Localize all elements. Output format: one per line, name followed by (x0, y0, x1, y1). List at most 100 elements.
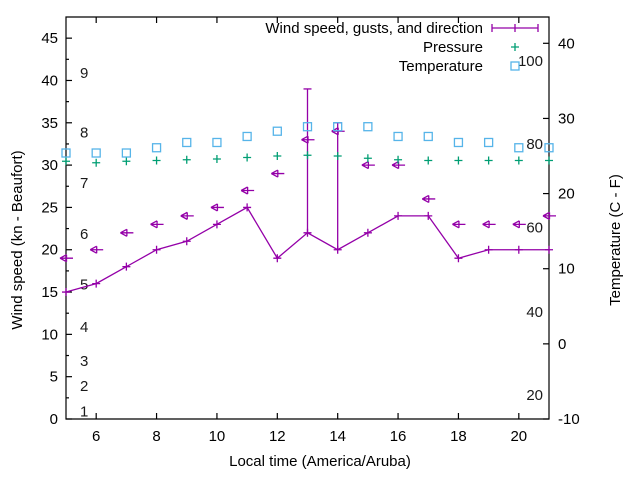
pressure-marker (122, 157, 131, 166)
temperature-marker (333, 122, 343, 132)
y-axis-title: Wind speed (kn - Beaufort) (9, 150, 26, 329)
wind-direction-arrow (89, 245, 104, 254)
temperature-marker (91, 148, 101, 158)
pressure-marker (545, 156, 553, 165)
temperature-marker (393, 131, 403, 142)
pressure-marker (424, 156, 433, 165)
wind-speed-marker (363, 228, 372, 237)
y2-tick-label: 30 (558, 110, 575, 127)
x-axis-title: Local time (America/Aruba) (229, 453, 411, 470)
pressure-marker (394, 155, 403, 164)
temperature-marker (423, 131, 433, 142)
legend-label-temperature: Temperature (399, 58, 483, 75)
y2-tick-label: -10 (558, 411, 580, 428)
y2-tick-label: 10 (558, 261, 575, 278)
y-tick-label: 40 (41, 72, 58, 89)
wind-speed-marker (243, 203, 252, 212)
wind-direction-arrow (301, 135, 315, 144)
temperature-marker (212, 137, 222, 148)
pressure-marker (333, 152, 342, 161)
wind-speed-marker (212, 220, 221, 229)
pressure-marker (514, 156, 523, 165)
wind-direction-arrow (59, 254, 73, 263)
fahrenheit-label: 60 (526, 220, 543, 237)
pressure-marker (243, 153, 252, 162)
fahrenheit-label: 40 (526, 304, 543, 321)
wind-direction-arrow (512, 220, 526, 229)
y2-tick-label: 20 (558, 186, 575, 203)
y-tick-label: 10 (41, 326, 58, 343)
beaufort-label: 6 (80, 226, 88, 243)
temperature-marker (302, 122, 313, 132)
y-tick-label: 25 (41, 199, 58, 216)
pressure-marker (62, 157, 70, 166)
temperature-marker (514, 143, 524, 153)
fahrenheit-scale-labels: 20 40 60 80 100 (518, 53, 543, 404)
x-tick-label: 14 (329, 428, 346, 445)
beaufort-label: 7 (80, 175, 88, 192)
x-tick-label: 16 (390, 428, 407, 445)
beaufort-scale-labels: 1 2 3 4 5 6 7 8 9 (80, 65, 88, 421)
temperature-marker (453, 137, 464, 148)
legend-label-pressure: Pressure (423, 39, 483, 56)
wind-direction-arrow (391, 161, 406, 170)
wind-speed-marker (514, 245, 523, 254)
wind-speed-marker (273, 254, 282, 263)
wind-speed-marker (152, 245, 161, 254)
wind-direction-arrow (120, 228, 134, 237)
wind-direction-arrow (180, 211, 194, 220)
wind-speed-marker (454, 254, 463, 263)
beaufort-label: 5 (80, 277, 88, 294)
temperature-marker (544, 143, 554, 153)
wind-direction-arrow (210, 203, 224, 212)
wind-direction-arrow (542, 211, 556, 220)
wind-direction-arrow (150, 220, 164, 229)
y-tick-label: 45 (41, 30, 58, 47)
x-tick-label: 6 (92, 428, 100, 445)
temperature-marker (121, 148, 132, 158)
pressure-marker (273, 152, 282, 161)
wind-speed-marker (545, 245, 553, 254)
x-tick-label: 18 (450, 428, 467, 445)
y-tick-label: 5 (50, 369, 58, 386)
wind-direction-arrow (421, 194, 436, 204)
beaufort-label: 1 (80, 404, 88, 421)
y-tick-label: 20 (41, 242, 58, 259)
y-tick-label: 15 (41, 284, 58, 301)
x-tick-label: 10 (209, 428, 226, 445)
temperature-marker (242, 131, 252, 142)
fahrenheit-label: 100 (518, 53, 543, 70)
y2-axis-ticks: -10 0 10 20 30 40 (543, 35, 580, 428)
beaufort-label: 9 (80, 65, 88, 82)
wind-speed-series (62, 203, 553, 297)
pressure-marker (363, 154, 372, 163)
wind-speed-marker (394, 211, 403, 220)
y2-tick-label: 40 (558, 35, 575, 52)
wind-direction-arrow (240, 186, 255, 195)
beaufort-label: 4 (80, 319, 88, 336)
y-tick-label: 30 (41, 157, 58, 174)
wind-speed-marker (484, 245, 493, 254)
temperature-marker (182, 137, 192, 148)
y-tick-label: 35 (41, 115, 58, 132)
x-tick-label: 20 (510, 428, 527, 445)
temperature-marker (272, 126, 282, 136)
wind-speed-marker (424, 211, 433, 220)
pressure-marker (182, 155, 191, 164)
pressure-marker (454, 156, 463, 165)
wind-direction-arrow (361, 161, 375, 170)
wind-speed-marker (92, 279, 101, 288)
y2-tick-label: 0 (558, 336, 566, 353)
x-tick-label: 12 (269, 428, 286, 445)
pressure-marker (92, 158, 101, 167)
beaufort-label: 8 (80, 124, 88, 141)
wind-speed-marker (333, 245, 342, 254)
pressure-marker (152, 156, 161, 165)
fahrenheit-label: 20 (526, 387, 543, 404)
temperature-series (61, 122, 554, 158)
temperature-marker (61, 148, 71, 158)
temperature-marker (483, 137, 494, 148)
chart-legend: Wind speed, gusts, and direction Pressure… (265, 20, 539, 75)
